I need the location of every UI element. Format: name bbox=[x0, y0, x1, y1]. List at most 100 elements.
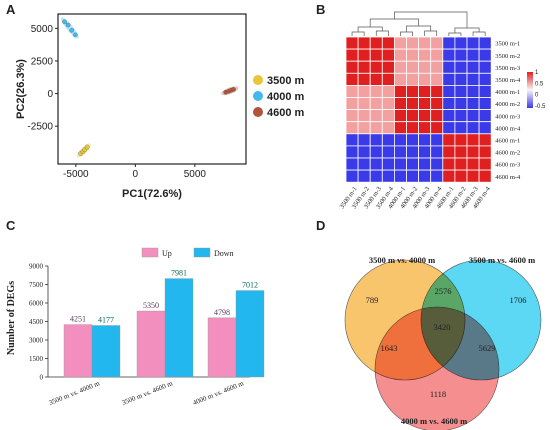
heatmap-cells bbox=[345, 36, 492, 183]
heatmap-row-label: 4000 m-3 bbox=[495, 113, 520, 120]
bar-y-tick-label: 4500 bbox=[29, 318, 44, 326]
heatmap-cell bbox=[442, 48, 456, 62]
bar bbox=[164, 278, 194, 378]
venn-region-count: 1643 bbox=[381, 343, 398, 353]
pca-legend-marker bbox=[253, 107, 263, 117]
bar-value-label: 4798 bbox=[214, 308, 230, 317]
heatmap-cell bbox=[430, 48, 444, 62]
bar bbox=[136, 310, 166, 378]
heatmap-cell bbox=[454, 109, 468, 123]
bar-legend-label: Up bbox=[162, 249, 172, 258]
heatmap-cell bbox=[466, 145, 480, 159]
bar-marks: 4251 4177 5350 7981 4798 7012 bbox=[63, 269, 265, 378]
heatmap-cell bbox=[345, 157, 359, 171]
heatmap-cell bbox=[393, 72, 407, 86]
heatmap-cell bbox=[357, 145, 371, 159]
heatmap-cell bbox=[393, 85, 407, 98]
venn-region-count: 789 bbox=[366, 295, 379, 305]
heatmap-cell bbox=[454, 133, 468, 147]
pca-legend-marker bbox=[253, 91, 263, 101]
deg-bar-chart-panel: Up Down 9000 7500 6000 4500 3000 1500 0 4251 417… bbox=[6, 247, 265, 407]
heatmap-cell bbox=[345, 48, 359, 62]
heatmap-cell bbox=[466, 109, 480, 123]
colorbar-tick-label: 1 bbox=[535, 70, 539, 76]
heatmap-cell bbox=[369, 169, 383, 183]
heatmap-cell bbox=[466, 48, 480, 62]
colorbar-tick-label: -0.5 bbox=[535, 104, 546, 110]
bar bbox=[91, 325, 121, 378]
heatmap-row-label: 3500 m-1 bbox=[495, 41, 520, 48]
pca-axis-ticks: -5000 0 5000 5000 2500 0 -2500 bbox=[27, 24, 206, 180]
venn-region-count: 2576 bbox=[435, 286, 452, 296]
bar-y-tick-label: 6000 bbox=[29, 300, 44, 308]
heatmap-cell bbox=[418, 121, 432, 135]
heatmap-cell bbox=[478, 109, 492, 123]
heatmap-cell bbox=[369, 48, 383, 62]
bar-legend: Up Down bbox=[141, 247, 234, 258]
heatmap-cell bbox=[345, 85, 359, 98]
heatmap-cell bbox=[357, 109, 371, 123]
dendrogram-branch bbox=[394, 11, 468, 28]
heatmap-cell bbox=[369, 85, 383, 98]
heatmap-cell bbox=[381, 121, 395, 135]
heatmap-cell bbox=[369, 145, 383, 159]
pca-legend-label: 4000 m bbox=[267, 91, 305, 103]
heatmap-cell bbox=[466, 36, 480, 50]
bar-y-tick-label: 9000 bbox=[29, 263, 44, 271]
venn-region-counts: 789 2576 1706 3420 1643 5629 1118 bbox=[366, 286, 527, 399]
heatmap-cell bbox=[357, 121, 371, 135]
pca-point bbox=[65, 22, 71, 28]
venn-set-label-b: 3500 m vs. 4600 m bbox=[469, 255, 535, 265]
heatmap-cell bbox=[381, 133, 395, 147]
heatmap-cell bbox=[369, 109, 383, 123]
heatmap-cell bbox=[381, 48, 395, 62]
venn-circles bbox=[344, 259, 542, 430]
bar-x-tick-label: 3500 m vs. 4600 m bbox=[121, 379, 174, 407]
heatmap-cell bbox=[466, 157, 480, 171]
heatmap-row-label: 4600 m-2 bbox=[495, 150, 520, 157]
pca-point bbox=[231, 87, 236, 92]
heatmap-cell bbox=[345, 121, 359, 135]
heatmap-cell bbox=[418, 72, 432, 86]
heatmap-cell bbox=[406, 48, 420, 62]
pca-cluster-ellipse bbox=[61, 17, 79, 39]
dendrogram-branch bbox=[351, 31, 365, 36]
heatmap-row-label: 4600 m-3 bbox=[495, 162, 520, 169]
dendrogram-branch bbox=[448, 32, 462, 36]
heatmap-cell bbox=[381, 60, 395, 74]
heatmap-cell bbox=[381, 36, 395, 50]
venn-region-count: 1118 bbox=[430, 389, 446, 399]
heatmap-cell bbox=[345, 60, 359, 74]
pca-legend-label: 4600 m bbox=[267, 107, 305, 119]
heatmap-cell bbox=[393, 133, 407, 147]
heatmap-cell bbox=[381, 85, 395, 98]
panel-letter-b: B bbox=[316, 2, 325, 17]
heatmap-cell bbox=[466, 60, 480, 74]
pca-x-tick-label: 0 bbox=[133, 169, 139, 180]
heatmap-cell bbox=[418, 133, 432, 147]
pca-legend-marker bbox=[253, 75, 263, 85]
heatmap-cell bbox=[345, 72, 359, 86]
pca-y-tick-label: -2500 bbox=[27, 122, 53, 133]
heatmap-cell bbox=[381, 72, 395, 86]
correlation-heatmap-panel: 3500 m-1 3500 m-2 3500 m-3 3500 m-4 4000 m-1… bbox=[339, 11, 546, 210]
heatmap-cell bbox=[430, 85, 444, 98]
bar-value-label: 7981 bbox=[171, 269, 187, 278]
heatmap-cell bbox=[369, 72, 383, 86]
heatmap-cell bbox=[418, 60, 432, 74]
bar-x-tick-label: 4000 m vs. 4600 m bbox=[192, 379, 245, 407]
heatmap-cell bbox=[381, 157, 395, 171]
pca-point bbox=[62, 19, 67, 25]
heatmap-cell bbox=[381, 169, 395, 183]
heatmap-cell bbox=[478, 97, 492, 111]
bar-y-tick-label: 0 bbox=[40, 374, 44, 382]
bar bbox=[235, 290, 265, 378]
heatmap-cell bbox=[466, 85, 480, 98]
colorbar-tick-label: 0 bbox=[535, 93, 539, 99]
heatmap-cell bbox=[454, 36, 468, 50]
heatmap-row-label: 4600 m-1 bbox=[495, 138, 520, 145]
heatmap-row-label: 3500 m-4 bbox=[495, 77, 521, 84]
dendrogram-branch bbox=[424, 30, 438, 36]
pca-y-tick-label: 0 bbox=[47, 89, 53, 100]
